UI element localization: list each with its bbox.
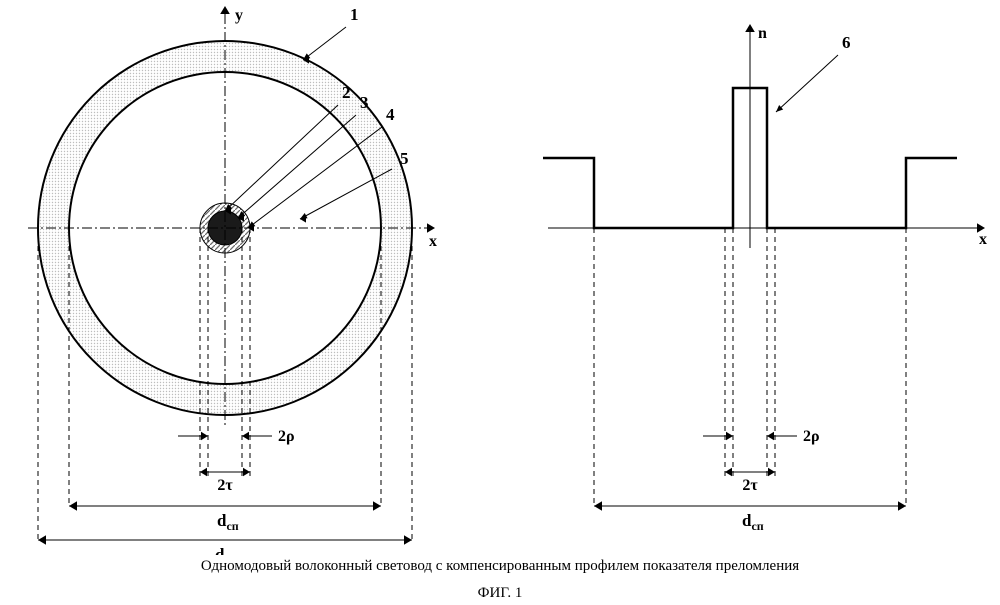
svg-text:3: 3	[360, 93, 369, 112]
svg-text:2ρ: 2ρ	[803, 428, 820, 445]
svg-text:1: 1	[350, 5, 359, 24]
svg-text:n: n	[758, 25, 767, 42]
refractive-index-profile: n x 6 2ρ 2τ dсп	[500, 0, 1000, 555]
caption-figure: ФИГ. 1	[0, 585, 1000, 602]
caption-main: Одномодовый волоконный световод с компен…	[0, 558, 1000, 575]
svg-text:2τ: 2τ	[742, 477, 758, 494]
svg-text:2τ: 2τ	[217, 477, 233, 494]
cross-section-diagram: y x 1 234 5 2ρ 2τ dсп dзуп	[0, 0, 500, 555]
svg-text:x: x	[429, 233, 437, 250]
svg-text:x: x	[979, 231, 987, 248]
svg-text:y: y	[235, 7, 243, 24]
svg-text:2ρ: 2ρ	[278, 428, 295, 445]
svg-text:dзуп: dзуп	[215, 545, 242, 555]
svg-text:5: 5	[400, 149, 409, 168]
svg-text:4: 4	[386, 105, 395, 124]
svg-text:dсп: dсп	[217, 511, 239, 533]
svg-text:2: 2	[342, 83, 351, 102]
svg-text:6: 6	[842, 33, 851, 52]
svg-text:dсп: dсп	[742, 511, 764, 533]
